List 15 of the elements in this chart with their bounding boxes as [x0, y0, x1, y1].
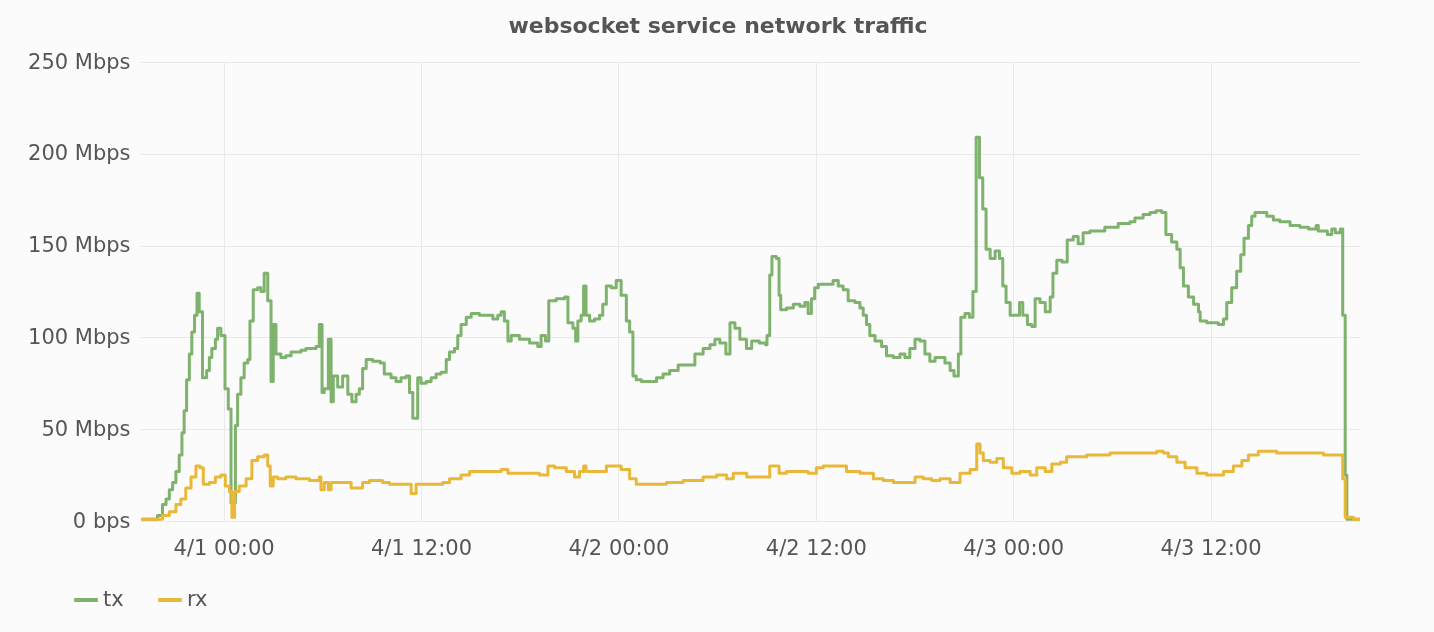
legend-label: tx — [103, 587, 124, 611]
y-tick-label: 0 bps — [72, 508, 131, 533]
legend-label: rx — [187, 587, 208, 611]
x-tick-label: 4/1 00:00 — [173, 535, 275, 560]
y-tick-label: 100 Mbps — [28, 324, 131, 349]
y-tick-label: 150 Mbps — [28, 233, 131, 258]
y-tick-label: 250 Mbps — [28, 49, 131, 74]
x-tick-label: 4/3 00:00 — [963, 535, 1065, 560]
x-tick-label: 4/1 12:00 — [371, 535, 473, 560]
x-tick-label: 4/2 00:00 — [568, 535, 670, 560]
y-tick-label: 200 Mbps — [28, 141, 131, 166]
y-tick-label: 50 Mbps — [41, 416, 131, 441]
chart-title: websocket service network traffic — [508, 13, 928, 38]
x-tick-label: 4/3 12:00 — [1160, 535, 1262, 560]
x-tick-label: 4/2 12:00 — [765, 535, 867, 560]
